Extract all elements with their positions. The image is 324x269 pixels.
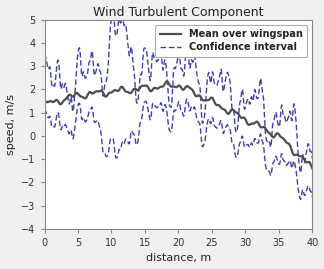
Legend: Mean over wingspan, Confidence interval: Mean over wingspan, Confidence interval	[155, 24, 307, 57]
Title: Wind Turbulent Component: Wind Turbulent Component	[93, 6, 264, 19]
Y-axis label: speed, m/s: speed, m/s	[6, 94, 16, 155]
X-axis label: distance, m: distance, m	[146, 253, 211, 263]
